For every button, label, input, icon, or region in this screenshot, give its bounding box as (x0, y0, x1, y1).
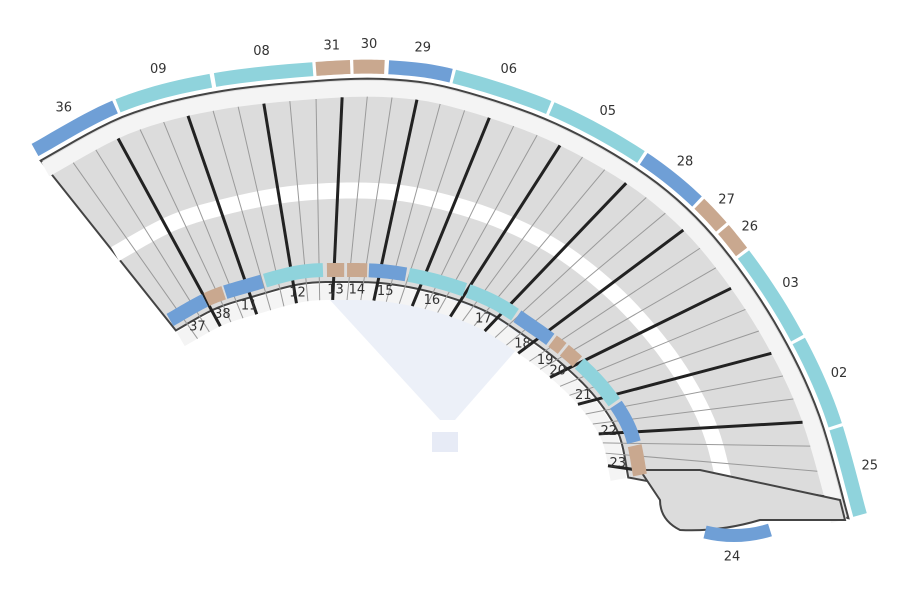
unit-strip-15[interactable] (368, 263, 408, 282)
unit-label-18: 18 (514, 337, 531, 352)
unit-label-27: 27 (718, 193, 735, 208)
unit-label-16: 16 (424, 293, 441, 308)
unit-label-20: 20 (550, 363, 567, 378)
wall (116, 137, 222, 327)
unit-label-36: 36 (55, 101, 72, 116)
unit-strip-27[interactable] (694, 198, 727, 232)
unit-strip-20[interactable] (559, 344, 583, 367)
unit-strip-17[interactable] (465, 284, 519, 321)
watermark-base (432, 432, 458, 452)
wall (602, 442, 811, 447)
unit-strip-12[interactable] (263, 263, 324, 288)
unit-strip-22[interactable] (610, 400, 641, 445)
unit-label-02: 02 (831, 366, 848, 381)
unit-label-06: 06 (500, 62, 517, 77)
unit-label-25: 25 (861, 458, 878, 473)
unit-label-03: 03 (782, 276, 799, 291)
unit-strip-19[interactable] (548, 335, 567, 354)
unit-strip-24[interactable] (703, 523, 772, 543)
unit-label-12: 12 (289, 285, 306, 300)
unit-strip-38[interactable] (203, 286, 226, 306)
unit-label-28: 28 (677, 154, 694, 169)
unit-label-19: 19 (537, 353, 554, 368)
wall (549, 286, 732, 379)
unit-label-15: 15 (377, 284, 394, 299)
unit-strip-11[interactable] (223, 274, 265, 299)
unit-labels: 36 09 08 31 30 29 06 05 28 27 26 03 02 25 37 38 11 12 13 14… (55, 37, 878, 564)
unit-label-37: 37 (189, 320, 206, 335)
unit-label-22: 22 (600, 424, 617, 439)
unit-label-26: 26 (742, 219, 759, 234)
unit-strips (31, 59, 867, 543)
outer-terrace (41, 80, 847, 524)
unit-strip-23[interactable] (627, 444, 647, 477)
unit-strip-02[interactable] (792, 337, 842, 428)
building-lobby-wing (638, 469, 847, 532)
unit-label-14: 14 (349, 283, 366, 298)
wall (449, 144, 562, 318)
unit-label-38: 38 (214, 307, 231, 322)
unit-strip-08[interactable] (213, 62, 314, 87)
building-footprint (39, 77, 850, 532)
unit-strip-16[interactable] (407, 268, 468, 297)
unit-strip-36[interactable] (31, 100, 118, 157)
unit-strip-31[interactable] (315, 59, 351, 76)
unit-label-13: 13 (327, 282, 344, 297)
unit-label-08: 08 (253, 44, 270, 59)
unit-label-17: 17 (475, 312, 492, 327)
unit-label-09: 09 (150, 62, 167, 77)
unit-strip-06[interactable] (452, 69, 552, 114)
unit-strip-29[interactable] (388, 60, 453, 83)
unit-strip-05[interactable] (548, 102, 645, 163)
unit-strip-28[interactable] (639, 152, 702, 207)
unit-label-21: 21 (575, 388, 592, 403)
unit-label-29: 29 (415, 41, 432, 56)
unit-strip-37[interactable] (166, 294, 209, 327)
unit-strip-26[interactable] (718, 224, 748, 257)
unit-label-05: 05 (600, 104, 617, 119)
unit-strip-18[interactable] (513, 310, 555, 346)
unit-label-31: 31 (323, 38, 340, 53)
unit-strip-25[interactable] (829, 426, 867, 517)
unit-strip-09[interactable] (115, 73, 213, 113)
unit-label-11: 11 (241, 299, 258, 314)
unit-label-24: 24 (724, 550, 741, 565)
unit-label-23: 23 (609, 456, 626, 471)
unit-label-30: 30 (361, 37, 378, 52)
unit-strip-21[interactable] (574, 358, 620, 407)
wall (212, 110, 272, 311)
unit-strip-03[interactable] (737, 250, 804, 342)
